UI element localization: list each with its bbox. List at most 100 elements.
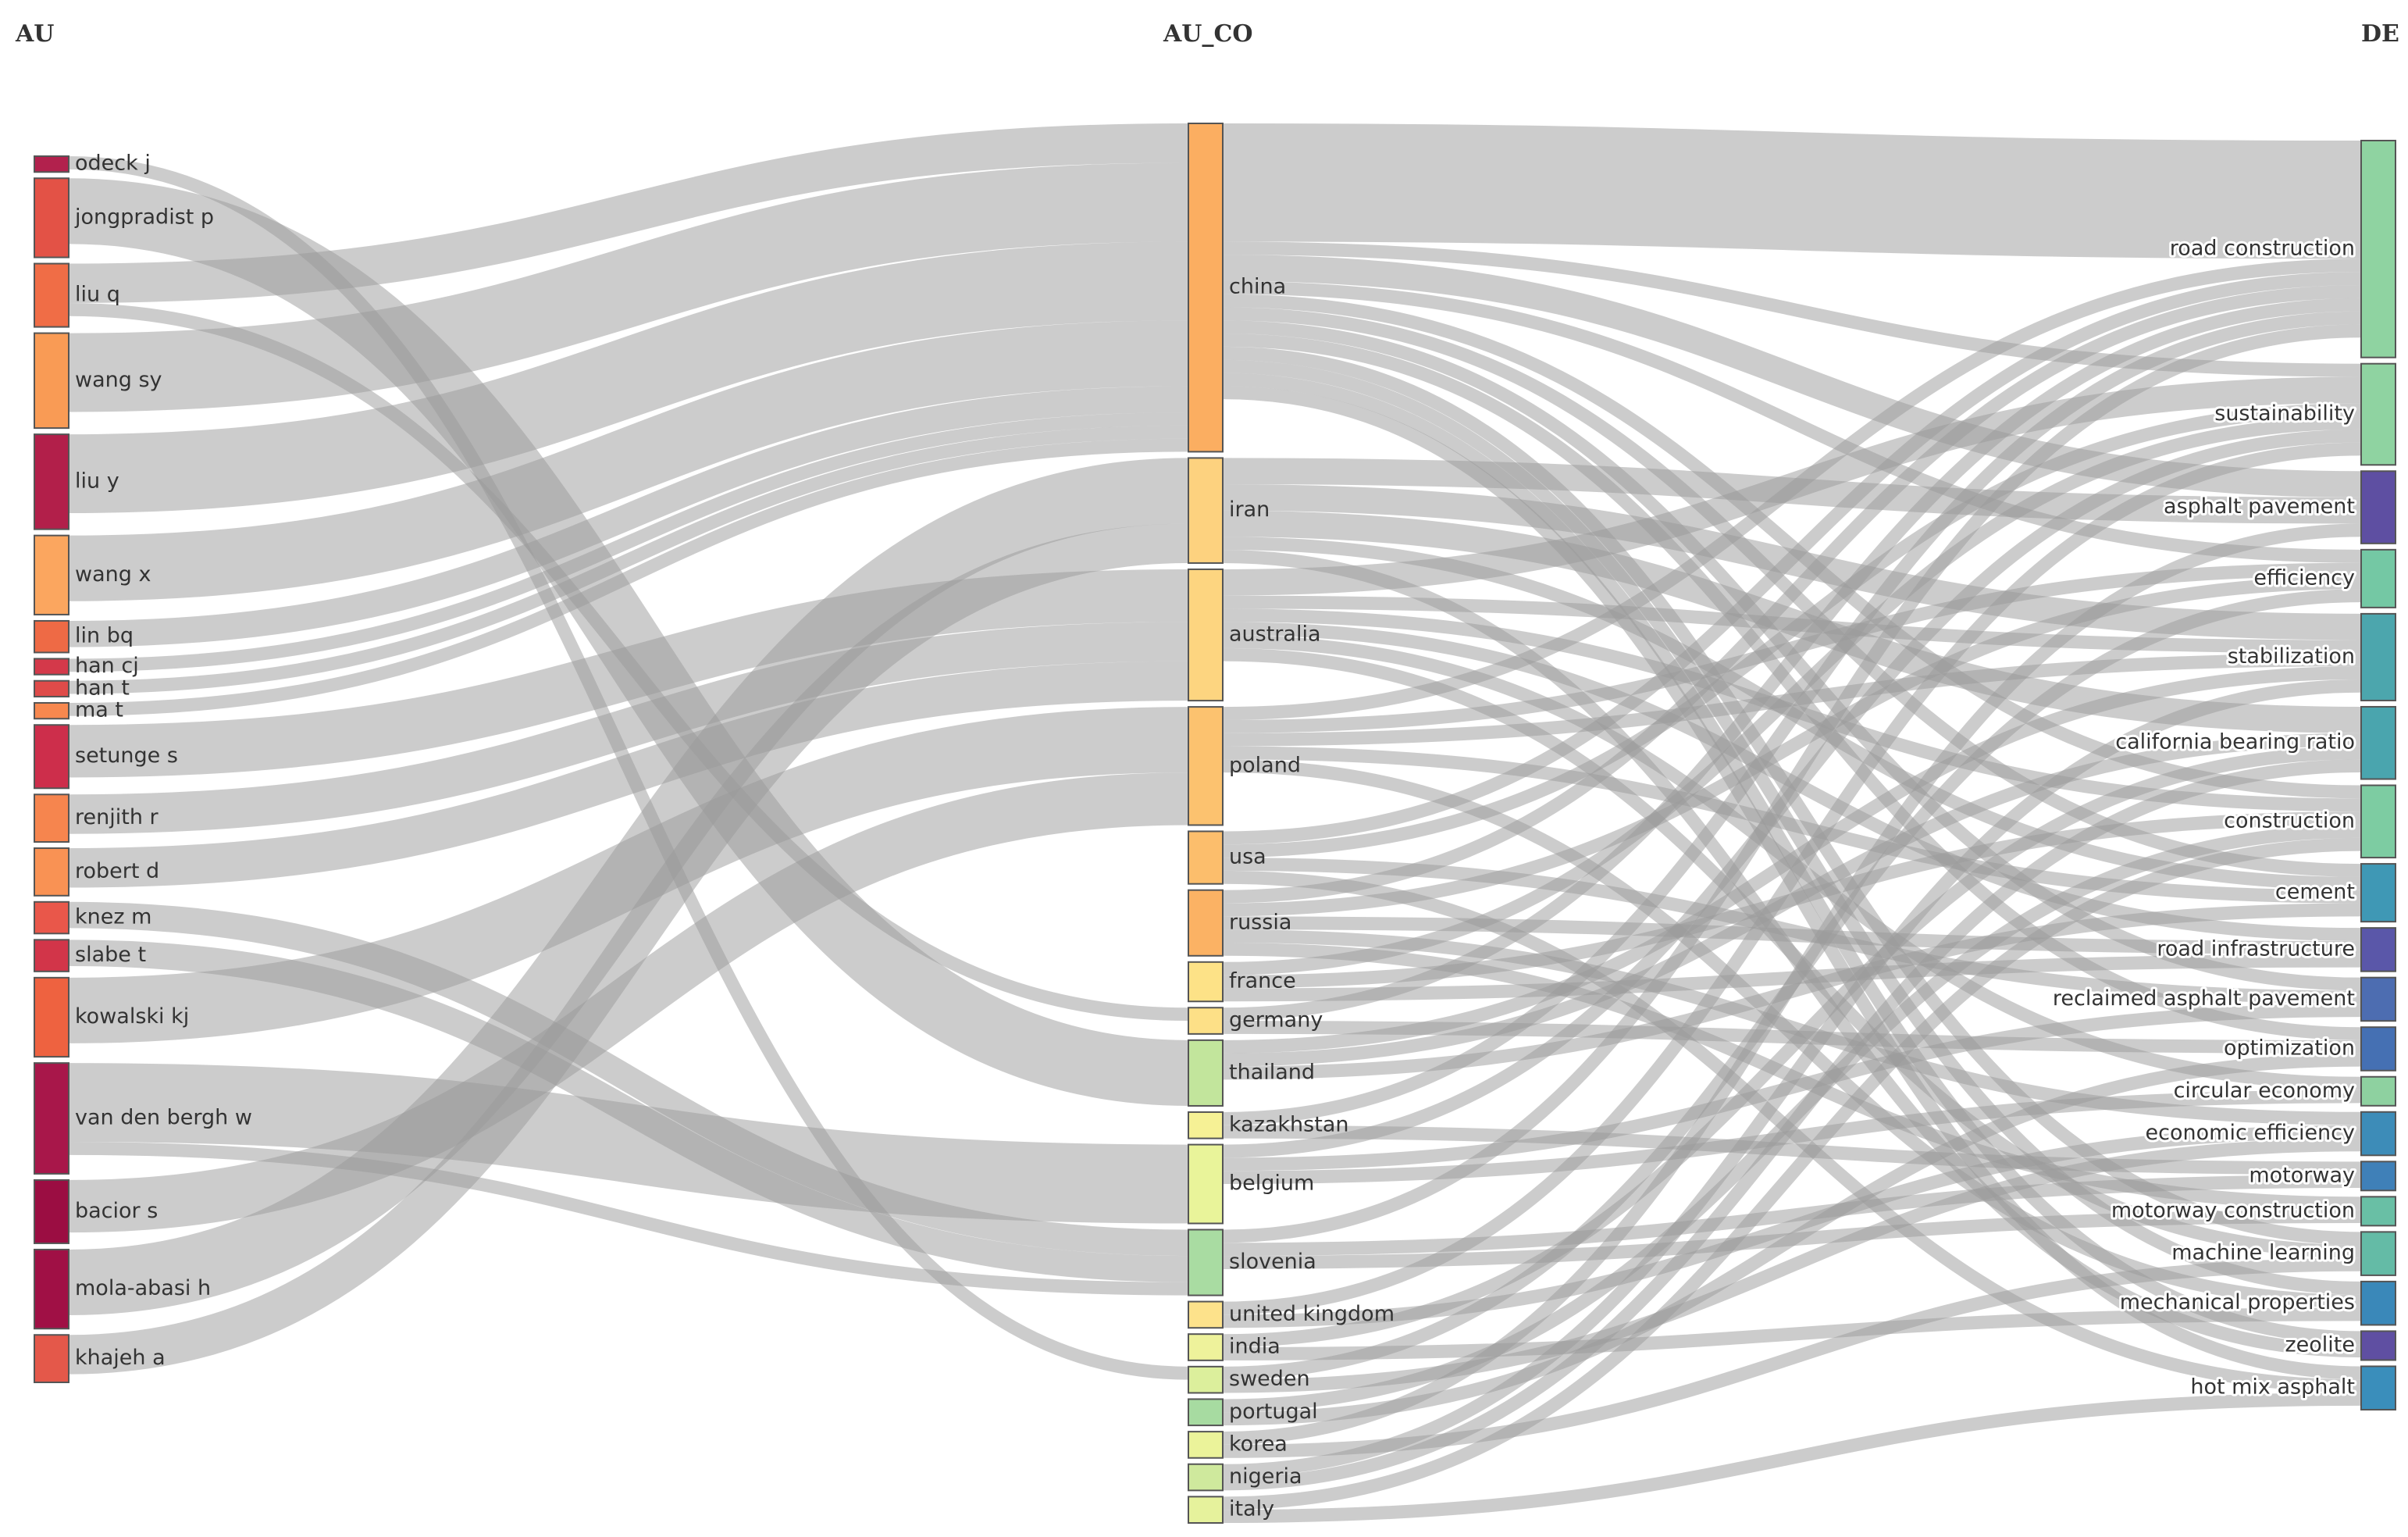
node-liu-q[interactable]: liu q <box>34 262 120 328</box>
node-efficiency[interactable]: efficiency <box>2251 548 2396 608</box>
node-bar-asphalt-pavement[interactable] <box>2360 470 2396 544</box>
node-usa[interactable]: usa <box>1188 830 1266 885</box>
node-bar-mechanical-properties[interactable] <box>2360 1280 2396 1326</box>
node-bar-efficiency[interactable] <box>2360 548 2396 608</box>
node-bar-van-den-bergh-w[interactable] <box>34 1062 69 1175</box>
node-iran[interactable]: iran <box>1188 457 1270 564</box>
node-bar-knez-m[interactable] <box>34 900 69 935</box>
node-economic-efficiency[interactable]: economic efficiency <box>2143 1111 2396 1157</box>
node-nigeria[interactable]: nigeria <box>1188 1463 1302 1492</box>
node-road-construction[interactable]: road construction <box>2168 140 2396 358</box>
node-bar-motorway[interactable] <box>2360 1161 2396 1192</box>
node-bar-india[interactable] <box>1188 1333 1224 1361</box>
node-bar-wang-x[interactable] <box>34 534 69 615</box>
node-slabe-t[interactable]: slabe t <box>34 939 146 972</box>
node-bar-jongpradist-p[interactable] <box>34 177 69 259</box>
node-bar-motorway-construction[interactable] <box>2360 1196 2396 1227</box>
node-bar-construction[interactable] <box>2360 784 2396 859</box>
node-lin-bq[interactable]: lin bq <box>34 619 134 654</box>
node-bar-france[interactable] <box>1188 961 1224 1003</box>
node-ma-t[interactable]: ma t <box>34 698 123 722</box>
node-asphalt-pavement[interactable]: asphalt pavement <box>2161 470 2396 544</box>
node-bar-thailand[interactable] <box>1188 1039 1224 1107</box>
node-kowalski-kj[interactable]: kowalski kj <box>34 976 189 1058</box>
node-bar-stabilization[interactable] <box>2360 612 2396 701</box>
node-bar-sweden[interactable] <box>1188 1365 1224 1394</box>
node-sweden[interactable]: sweden <box>1188 1365 1310 1394</box>
node-slovenia[interactable]: slovenia <box>1188 1229 1316 1296</box>
node-bar-slovenia[interactable] <box>1188 1229 1224 1296</box>
node-russia[interactable]: russia <box>1188 889 1291 957</box>
node-bar-han-cj[interactable] <box>34 658 69 676</box>
node-bar-sustainability[interactable] <box>2360 362 2396 466</box>
node-bar-poland[interactable] <box>1188 706 1224 826</box>
node-united-kingdom[interactable]: united kingdom <box>1188 1300 1395 1329</box>
node-bar-germany[interactable] <box>1188 1007 1224 1035</box>
node-bar-iran[interactable] <box>1188 457 1224 564</box>
node-france[interactable]: france <box>1188 961 1296 1003</box>
node-bar-setunge-s[interactable] <box>34 724 69 790</box>
node-korea[interactable]: korea <box>1188 1431 1288 1459</box>
node-jongpradist-p[interactable]: jongpradist p <box>34 177 214 259</box>
node-bar-belgium[interactable] <box>1188 1143 1224 1225</box>
node-robert-d[interactable]: robert d <box>34 847 159 897</box>
node-thailand[interactable]: thailand <box>1188 1039 1315 1107</box>
node-mola-abasi-h[interactable]: mola-abasi h <box>34 1248 211 1330</box>
node-bar-circular-economy[interactable] <box>2360 1075 2396 1107</box>
node-bar-portugal[interactable] <box>1188 1398 1224 1427</box>
node-bar-california-bearing-ratio[interactable] <box>2360 705 2396 780</box>
node-bar-australia[interactable] <box>1188 568 1224 702</box>
node-bar-russia[interactable] <box>1188 889 1224 957</box>
node-bar-khajeh-a[interactable] <box>34 1334 69 1383</box>
node-liu-y[interactable]: liu y <box>34 433 119 530</box>
node-bar-economic-efficiency[interactable] <box>2360 1111 2396 1157</box>
node-bar-wang-sy[interactable] <box>34 332 69 430</box>
node-belgium[interactable]: belgium <box>1188 1143 1314 1225</box>
node-bar-lin-bq[interactable] <box>34 619 69 654</box>
node-bar-liu-y[interactable] <box>34 433 69 530</box>
node-optimization[interactable]: optimization <box>2221 1026 2396 1072</box>
node-bar-bacior-s[interactable] <box>34 1179 69 1244</box>
node-bar-china[interactable] <box>1188 123 1224 453</box>
node-bar-korea[interactable] <box>1188 1431 1224 1459</box>
node-bar-kowalski-kj[interactable] <box>34 976 69 1058</box>
node-bar-usa[interactable] <box>1188 830 1224 885</box>
node-germany[interactable]: germany <box>1188 1007 1323 1035</box>
node-han-cj[interactable]: han cj <box>34 654 139 678</box>
node-bar-road-construction[interactable] <box>2360 140 2396 358</box>
node-kazakhstan[interactable]: kazakhstan <box>1188 1111 1348 1139</box>
node-bar-machine-learning[interactable] <box>2360 1231 2396 1276</box>
node-australia[interactable]: australia <box>1188 568 1321 702</box>
node-bar-han-t[interactable] <box>34 679 69 697</box>
node-bar-hot-mix-asphalt[interactable] <box>2360 1365 2396 1411</box>
node-bar-slabe-t[interactable] <box>34 939 69 972</box>
node-zeolite[interactable]: zeolite <box>2282 1330 2396 1361</box>
node-italy[interactable]: italy <box>1188 1496 1274 1524</box>
node-india[interactable]: india <box>1188 1333 1281 1361</box>
node-california-bearing-ratio[interactable]: california bearing ratio <box>2113 705 2396 780</box>
node-china[interactable]: china <box>1188 123 1286 453</box>
node-hot-mix-asphalt[interactable]: hot mix asphalt <box>2188 1365 2396 1411</box>
node-han-t[interactable]: han t <box>34 676 130 700</box>
node-mechanical-properties[interactable]: mechanical properties <box>2118 1280 2396 1326</box>
node-khajeh-a[interactable]: khajeh a <box>34 1334 166 1383</box>
node-cement[interactable]: cement <box>2273 863 2396 923</box>
node-wang-sy[interactable]: wang sy <box>34 332 162 430</box>
node-wang-x[interactable]: wang x <box>34 534 151 615</box>
node-bar-optimization[interactable] <box>2360 1026 2396 1072</box>
node-machine-learning[interactable]: machine learning <box>2169 1231 2396 1276</box>
node-bar-ma-t[interactable] <box>34 701 69 720</box>
node-bar-renjith-r[interactable] <box>34 793 69 843</box>
node-bar-nigeria[interactable] <box>1188 1463 1224 1492</box>
node-sustainability[interactable]: sustainability <box>2212 362 2396 466</box>
node-stabilization[interactable]: stabilization <box>2225 612 2396 701</box>
node-bar-mola-abasi-h[interactable] <box>34 1248 69 1330</box>
node-road-infrastructure[interactable]: road infrastructure <box>2154 927 2396 972</box>
node-portugal[interactable]: portugal <box>1188 1398 1318 1427</box>
node-bar-odeck-j[interactable] <box>34 155 69 173</box>
node-bar-reclaimed-asphalt-pavement[interactable] <box>2360 976 2396 1022</box>
node-bar-robert-d[interactable] <box>34 847 69 897</box>
node-bar-liu-q[interactable] <box>34 262 69 328</box>
node-construction[interactable]: construction <box>2221 784 2396 859</box>
node-bar-italy[interactable] <box>1188 1496 1224 1524</box>
